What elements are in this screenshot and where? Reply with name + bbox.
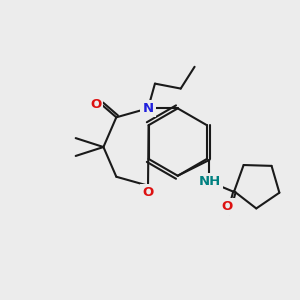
Text: NH: NH bbox=[198, 175, 220, 188]
Text: N: N bbox=[142, 102, 154, 115]
Text: O: O bbox=[222, 200, 233, 213]
Text: O: O bbox=[142, 186, 154, 199]
Text: O: O bbox=[90, 98, 101, 111]
